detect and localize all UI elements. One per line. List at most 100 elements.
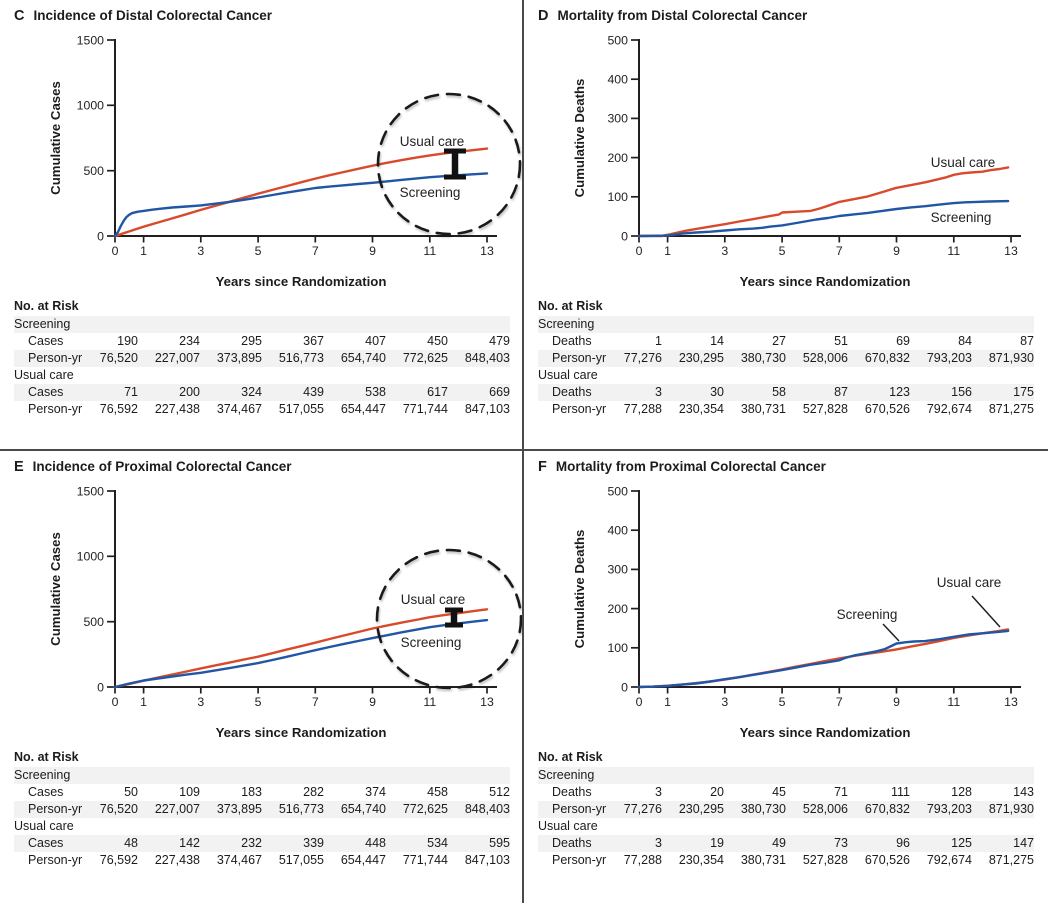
- risk-data-row: Cases 190 234 295 367 407 450 479: [14, 333, 510, 350]
- risk-group-label: Usual care: [538, 368, 598, 382]
- risk-value: 76,520: [99, 802, 138, 816]
- x-tick-label: 5: [255, 244, 262, 258]
- risk-value: 373,895: [216, 351, 262, 365]
- risk-table-heading: No. at Risk: [538, 299, 603, 313]
- screening-curve: [113, 618, 489, 689]
- risk-value: 295: [241, 334, 262, 348]
- risk-table: Screening Deaths 1 14 27 51 69 84 87 Person-yr 77,…: [538, 316, 1034, 418]
- x-tick-label: 5: [779, 695, 786, 709]
- y-tick-label: 0: [97, 229, 104, 243]
- x-tick-label: 13: [1004, 695, 1018, 709]
- risk-value: 200: [179, 385, 200, 399]
- usual-care-curve-label: Usual care: [400, 134, 465, 149]
- risk-value: 227,007: [154, 802, 200, 816]
- risk-row-label: Person-yr: [552, 802, 607, 816]
- risk-value: 772,625: [402, 802, 448, 816]
- x-tick-label: 9: [369, 244, 376, 258]
- risk-value: 847,103: [464, 402, 510, 416]
- screening-curve-label: Screening: [837, 607, 898, 622]
- risk-data-row: Person-yr 77,288 230,354 380,731 527,828 670,…: [538, 852, 1034, 869]
- risk-value: 227,007: [154, 351, 200, 365]
- x-tick-label: 13: [1004, 244, 1018, 258]
- x-axis-label: Years since Randomization: [216, 274, 387, 289]
- risk-row-label: Person-yr: [552, 402, 607, 416]
- risk-table-section: No. at Risk Screening Cases 190 234 295 367 40…: [14, 298, 522, 418]
- risk-value: 73: [834, 836, 848, 850]
- x-tick-label: 3: [721, 695, 728, 709]
- risk-row-label: Person-yr: [28, 402, 83, 416]
- risk-table-section: No. at Risk Screening Deaths 1 14 27 51 69 84 87…: [538, 298, 1048, 418]
- risk-data-row: Person-yr 77,288 230,354 380,731 527,828 670,…: [538, 401, 1034, 418]
- risk-value: 87: [834, 385, 848, 399]
- panel-c-incidence-distal: C Incidence of Distal Colorectal Cancer 0…: [0, 0, 524, 451]
- risk-value: 367: [303, 334, 324, 348]
- risk-value: 771,744: [402, 853, 448, 867]
- risk-data-row: Deaths 3 30 58 87 123 156 175: [538, 384, 1034, 401]
- risk-value: 847,103: [464, 853, 510, 867]
- panel-title-text: Incidence of Distal Colorectal Cancer: [33, 8, 273, 23]
- panel-title: D Mortality from Distal Colorectal Cancer: [524, 0, 1048, 26]
- risk-value: 76,592: [99, 853, 138, 867]
- risk-value: 374: [365, 785, 386, 799]
- x-tick-label: 13: [480, 695, 494, 709]
- risk-value: 654,447: [340, 402, 386, 416]
- risk-value: 670,832: [864, 802, 910, 816]
- risk-value: 230,295: [678, 351, 724, 365]
- y-tick-label: 1500: [77, 33, 105, 47]
- x-tick-label: 7: [312, 695, 319, 709]
- risk-value: 77,276: [623, 351, 662, 365]
- risk-value: 479: [489, 334, 510, 348]
- panel-letter: C: [14, 8, 25, 24]
- risk-value: 516,773: [278, 802, 324, 816]
- y-tick-label: 500: [607, 33, 628, 47]
- risk-value: 3: [655, 836, 662, 850]
- panel-title-text: Mortality from Distal Colorectal Cancer: [557, 8, 808, 23]
- risk-row-label: Person-yr: [28, 853, 83, 867]
- risk-group-label: Usual care: [14, 819, 74, 833]
- y-tick-label: 500: [607, 484, 628, 498]
- risk-value: 45: [772, 785, 786, 799]
- risk-value: 374,467: [216, 402, 262, 416]
- risk-value: 20: [710, 785, 724, 799]
- risk-data-row: Deaths 3 19 49 73 96 125 147: [538, 835, 1034, 852]
- screening-curve-label: Screening: [400, 185, 461, 200]
- risk-value: 147: [1013, 836, 1034, 850]
- risk-value: 282: [303, 785, 324, 799]
- axis: [114, 490, 497, 688]
- screening-curve-label: Screening: [931, 210, 992, 225]
- risk-row-label: Deaths: [552, 785, 592, 799]
- panel-title: E Incidence of Proximal Colorectal Cancer: [0, 451, 522, 477]
- risk-value: 339: [303, 836, 324, 850]
- risk-value: 871,930: [988, 802, 1034, 816]
- risk-value: 670,526: [864, 853, 910, 867]
- y-tick-label: 500: [83, 615, 104, 629]
- risk-value: 772,625: [402, 351, 448, 365]
- risk-value: 450: [427, 334, 448, 348]
- risk-value: 230,354: [678, 402, 724, 416]
- risk-data-row: Deaths 1 14 27 51 69 84 87: [538, 333, 1034, 350]
- y-axis-label: Cumulative Cases: [48, 81, 63, 195]
- risk-table-heading: No. at Risk: [538, 750, 603, 764]
- risk-row-label: Cases: [28, 836, 64, 850]
- usual-care-curve-label: Usual care: [931, 155, 996, 170]
- panel-title-text: Mortality from Proximal Colorectal Cance…: [555, 459, 826, 474]
- x-tick-label: 3: [197, 244, 204, 258]
- risk-table-heading: No. at Risk: [14, 299, 79, 313]
- risk-value: 84: [958, 334, 972, 348]
- panel-title-text: Incidence of Proximal Colorectal Cancer: [32, 459, 292, 474]
- risk-value: 670,832: [864, 351, 910, 365]
- risk-value: 19: [710, 836, 724, 850]
- panel-letter: D: [538, 8, 549, 24]
- risk-value: 871,275: [988, 402, 1034, 416]
- y-tick-label: 0: [97, 680, 104, 694]
- risk-value: 527,828: [802, 402, 848, 416]
- risk-row-label: Person-yr: [28, 351, 83, 365]
- risk-group-row: Screening: [14, 316, 510, 333]
- y-tick-label: 0: [621, 680, 628, 694]
- panel-title: F Mortality from Proximal Colorectal Canc…: [524, 451, 1048, 477]
- risk-value: 77,276: [623, 802, 662, 816]
- panel-f-mortality-proximal: F Mortality from Proximal Colorectal Canc…: [524, 451, 1048, 903]
- risk-value: 142: [179, 836, 200, 850]
